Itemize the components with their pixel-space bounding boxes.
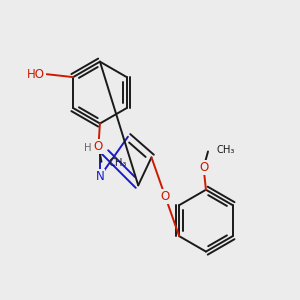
Text: CH₃: CH₃ bbox=[109, 158, 127, 168]
Text: H: H bbox=[84, 142, 91, 153]
Text: N: N bbox=[96, 170, 104, 183]
Text: O: O bbox=[94, 140, 103, 153]
Text: N: N bbox=[94, 141, 103, 154]
Text: HO: HO bbox=[27, 68, 45, 81]
Text: CH₃: CH₃ bbox=[217, 145, 235, 155]
Text: O: O bbox=[161, 190, 170, 203]
Text: O: O bbox=[199, 160, 208, 174]
